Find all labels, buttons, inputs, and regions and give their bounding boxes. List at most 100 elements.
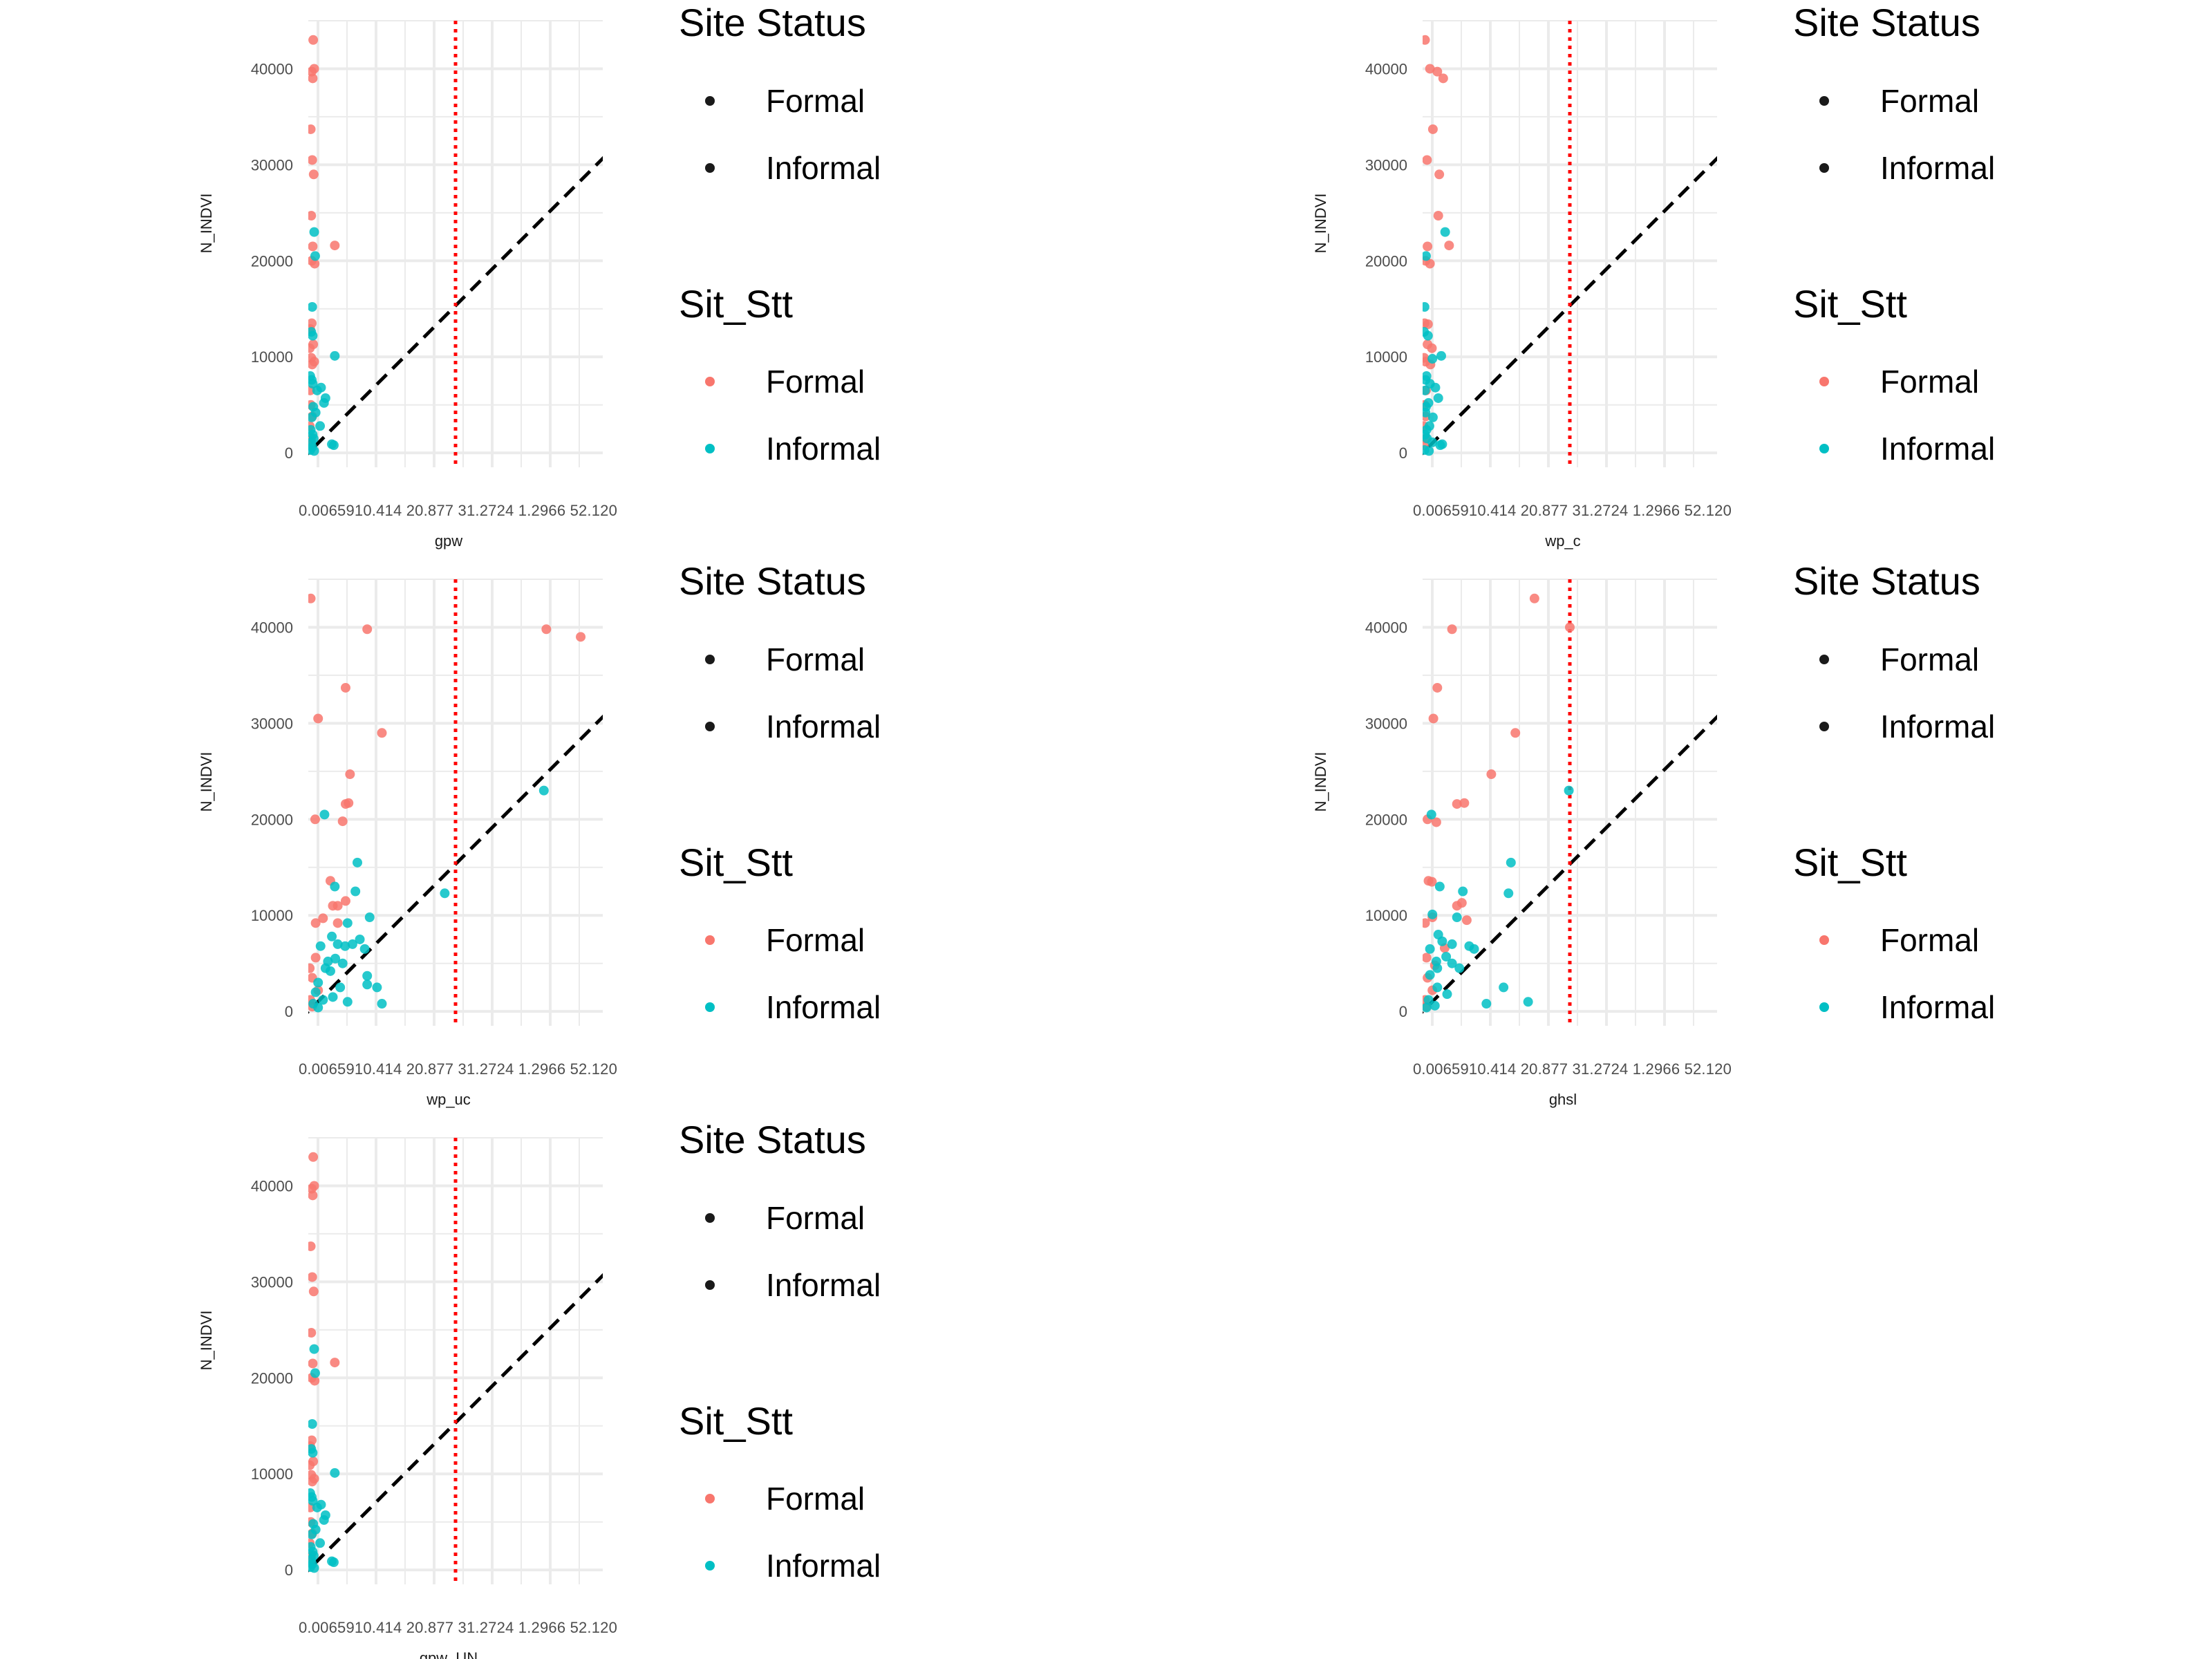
- legend-label: Formal: [1880, 641, 1979, 677]
- formal-point: [308, 1272, 317, 1282]
- informal-point: [310, 1368, 320, 1378]
- legend-key-black: [1819, 722, 1829, 731]
- legend-label: Formal: [766, 641, 865, 677]
- formal-point: [1431, 817, 1441, 827]
- formal-point: [1438, 73, 1448, 84]
- informal-point: [340, 941, 350, 951]
- formal-point: [308, 343, 315, 353]
- y-tick-label: 40000: [1365, 619, 1407, 636]
- legend-key-color: [705, 935, 715, 945]
- formal-point: [308, 1190, 318, 1201]
- informal-point: [1454, 963, 1465, 973]
- informal-point: [319, 1515, 329, 1525]
- y-tick-label: 20000: [251, 1369, 293, 1387]
- informal-point: [1452, 912, 1462, 923]
- formal-point: [330, 241, 340, 251]
- informal-point: [312, 385, 322, 395]
- informal-point: [362, 971, 373, 981]
- legend-key-color: [705, 1002, 715, 1012]
- legend-label: Formal: [766, 83, 865, 119]
- informal-point: [330, 350, 340, 361]
- informal-point: [1432, 982, 1443, 993]
- informal-point: [1423, 995, 1434, 1005]
- legend-title-site-status: Site Status: [679, 1118, 866, 1161]
- formal-point: [308, 1152, 319, 1162]
- informal-point: [308, 330, 318, 341]
- formal-point: [308, 1460, 315, 1470]
- informal-point: [308, 412, 317, 422]
- informal-point: [325, 966, 335, 976]
- formal-point: [1433, 211, 1443, 221]
- legend-title-site-status: Site Status: [679, 1, 866, 44]
- formal-point: [1427, 343, 1437, 353]
- legend-key-color: [1819, 935, 1829, 945]
- informal-point: [1430, 382, 1441, 393]
- formal-point: [377, 728, 387, 738]
- informal-point: [1423, 330, 1433, 341]
- identity-line: [308, 714, 603, 1014]
- formal-point: [1452, 799, 1462, 809]
- legend-title-sit-stt: Sit_Stt: [1793, 282, 1907, 326]
- chart-panel-4: 0 10000 20000 30000 40000 0.0065910.414 20.87…: [1312, 559, 1995, 1108]
- legend-title-site-status: Site Status: [1793, 559, 1980, 603]
- legend-label: Formal: [1880, 83, 1979, 119]
- identity-line: [1423, 714, 1717, 1014]
- informal-point: [1447, 939, 1457, 949]
- informal-point: [1426, 809, 1436, 820]
- formal-point: [340, 682, 350, 693]
- y-tick-label: 40000: [251, 1177, 293, 1194]
- informal-point: [328, 1557, 339, 1568]
- chart-panel-1: 0 10000 20000 30000 40000 0.0065910.414 20.87…: [198, 1, 881, 550]
- plot-area: [1423, 579, 1717, 1026]
- informal-point: [1423, 301, 1430, 312]
- formal-point: [308, 963, 315, 973]
- formal-point: [332, 918, 343, 928]
- formal-point: [318, 913, 328, 924]
- identity-line: [308, 1273, 603, 1573]
- y-tick-label: 20000: [251, 252, 293, 270]
- informal-point: [1523, 997, 1533, 1007]
- informal-point: [315, 421, 326, 431]
- formal-point: [1423, 241, 1433, 252]
- y-axis-title: N_INDVI: [1312, 194, 1329, 254]
- informal-point: [310, 251, 320, 261]
- identity-line: [1423, 156, 1717, 456]
- informal-point: [440, 888, 450, 899]
- y-axis-title: N_INDVI: [198, 194, 215, 254]
- legend-label: Informal: [1880, 150, 1995, 186]
- formal-point: [576, 632, 586, 642]
- informal-point: [318, 995, 328, 1005]
- informal-point: [1447, 958, 1457, 968]
- informal-point: [328, 992, 338, 1002]
- legend-title-sit-stt: Sit_Stt: [1793, 841, 1907, 884]
- formal-point: [1423, 155, 1432, 165]
- y-tick-label: 30000: [251, 715, 293, 732]
- informal-point: [1425, 944, 1435, 954]
- y-tick-label: 30000: [1365, 715, 1407, 732]
- y-tick-label: 10000: [251, 348, 293, 366]
- informal-point: [342, 918, 353, 928]
- formal-point: [308, 211, 317, 221]
- y-axis-title: N_INDVI: [198, 1311, 215, 1371]
- informal-point: [362, 980, 373, 990]
- legend-key-color: [1819, 377, 1829, 386]
- formal-point: [362, 624, 373, 635]
- x-axis-title: wp_uc: [426, 1091, 471, 1108]
- informal-point: [308, 1447, 318, 1458]
- informal-point: [308, 1418, 317, 1429]
- formal-point: [340, 896, 350, 906]
- formal-point: [308, 1328, 317, 1338]
- formal-point: [308, 73, 318, 84]
- informal-point: [359, 944, 370, 954]
- informal-point: [319, 397, 329, 408]
- x-tick-labels: 0.0065910.414 20.877 31.2724 1.2966 52.1…: [1413, 1060, 1732, 1078]
- legend-key-color: [705, 444, 715, 453]
- formal-point: [1565, 622, 1575, 632]
- formal-point: [1423, 35, 1430, 45]
- formal-point: [308, 359, 317, 370]
- formal-point: [332, 901, 343, 911]
- informal-point: [1423, 1002, 1432, 1013]
- informal-point: [309, 446, 319, 456]
- legend-label: Informal: [1880, 709, 1995, 744]
- x-tick-labels: 0.0065910.414 20.877 31.2724 1.2966 52.1…: [299, 1619, 617, 1636]
